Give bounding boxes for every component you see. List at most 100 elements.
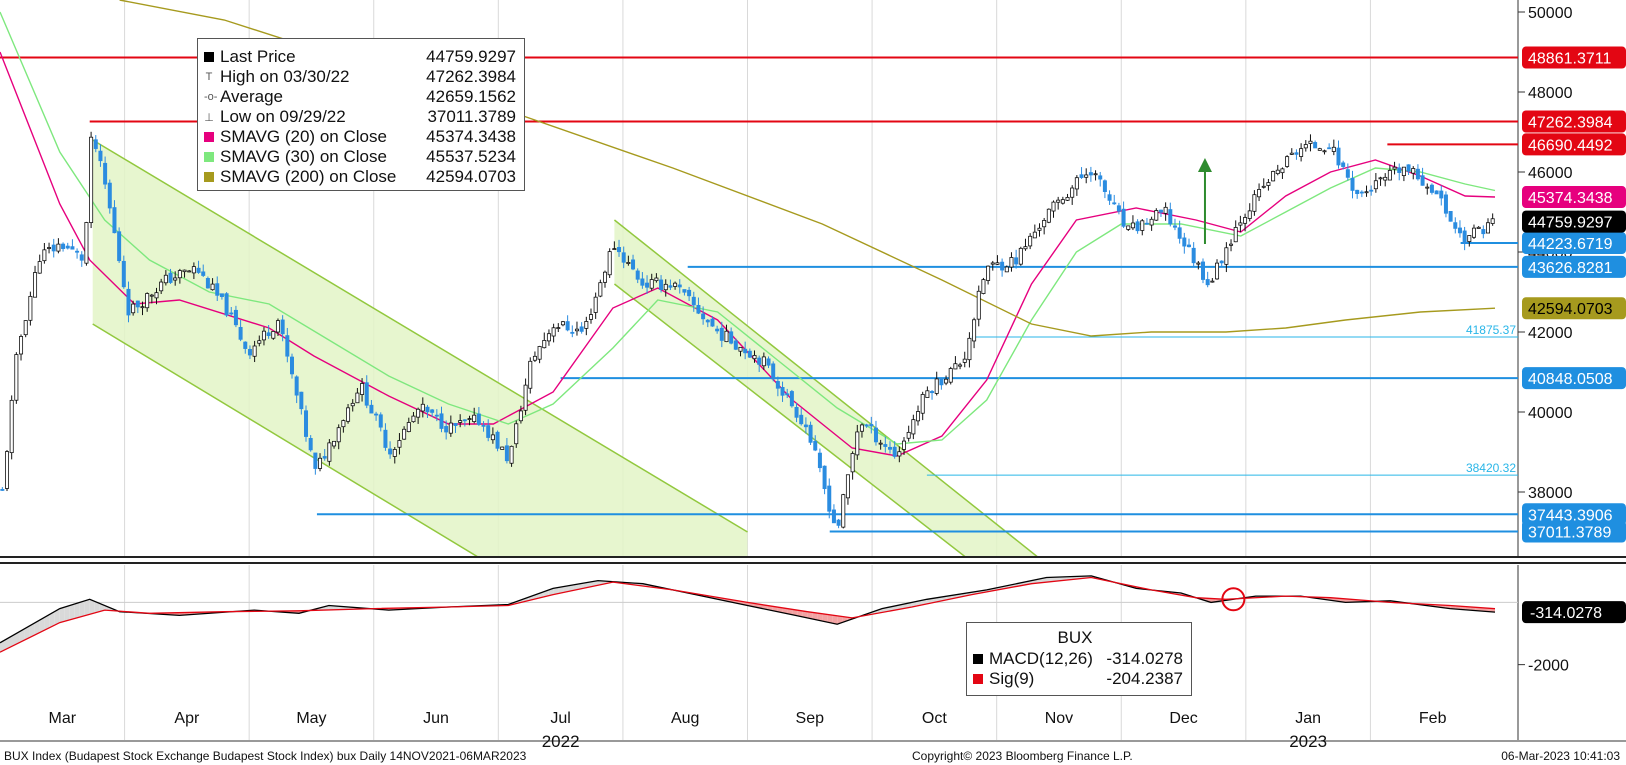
macd-legend-row: MACD(12,26) -314.0278 (967, 649, 1183, 669)
macd-fill (588, 581, 593, 588)
candle-body (887, 446, 892, 450)
candle-body (51, 244, 56, 252)
candle-body (1112, 202, 1117, 205)
legend-swatch (204, 132, 214, 142)
candle-body (112, 207, 117, 234)
candle-body (892, 446, 897, 457)
candle-body (1088, 172, 1093, 176)
channel-upper-line (613, 219, 1038, 556)
candle-body (182, 269, 187, 273)
candle-body (1299, 148, 1304, 157)
candle-body (75, 250, 80, 253)
candle-body (472, 414, 477, 423)
candle-body (944, 378, 949, 384)
macd-fill (328, 605, 334, 610)
candle-body (794, 406, 799, 418)
candle-body (369, 404, 374, 414)
candle-body (1046, 208, 1051, 223)
macd-fill (59, 607, 65, 623)
candle-body (850, 453, 855, 473)
legend-marker-icon: -o- (204, 91, 218, 103)
candle-body (98, 150, 103, 162)
candle-body (1322, 150, 1327, 153)
candle-body (1215, 262, 1220, 280)
level-inline-label: 41875.37 (1466, 323, 1516, 337)
legend-value: 44759.9297 (426, 47, 516, 66)
candle-body (1257, 189, 1262, 198)
candle-body (1093, 173, 1098, 176)
trend-channel (92, 140, 748, 556)
candle-body (1107, 194, 1112, 201)
legend-value: 42659.1562 (426, 87, 516, 106)
candle-body (346, 407, 351, 422)
level-tag-bg (1522, 232, 1626, 255)
macd-fill (832, 615, 838, 625)
candle-body (1201, 261, 1206, 280)
candle-body (1462, 230, 1467, 244)
level-tag: 37443.3906 (1528, 507, 1613, 524)
macd-fill (15, 631, 20, 645)
candle-body (579, 326, 584, 332)
legend-value: 42594.0703 (426, 167, 516, 186)
candle-body (640, 278, 645, 286)
candle-body (47, 247, 52, 249)
macd-fill (44, 614, 50, 630)
macd-fill (29, 622, 35, 638)
candle-body (229, 312, 234, 315)
candle-body (238, 326, 243, 340)
macd-legend-row: Sig(9) -204.2387 (967, 669, 1183, 689)
candle-body (439, 413, 444, 429)
candle-body (1481, 229, 1486, 235)
candle-body (1243, 217, 1248, 224)
candle-body (719, 327, 724, 341)
macd-fill (792, 609, 798, 616)
candle-body (537, 346, 542, 360)
candle-body (247, 348, 252, 356)
footer-copyright: Copyright© 2023 Bloomberg Finance L.P. (912, 749, 1133, 763)
candle-body (967, 337, 972, 361)
candle-body (1289, 152, 1294, 155)
candle-body (626, 262, 631, 264)
macd-fill (558, 586, 564, 594)
candle-body (1140, 220, 1145, 231)
candle-body (416, 408, 421, 418)
candle-body (673, 282, 678, 287)
x-tick-label: Jun (423, 710, 449, 727)
candle-body (1229, 243, 1234, 246)
candle-body (201, 271, 206, 276)
candle-body (1238, 222, 1243, 226)
candle-body (981, 279, 986, 294)
candle-body (1158, 209, 1163, 213)
legend-swatch (204, 152, 214, 162)
candle-body (1196, 262, 1201, 265)
candle-body (481, 424, 486, 427)
candle-body (383, 429, 388, 448)
candle-body (187, 270, 192, 273)
candle-body (701, 313, 706, 320)
candle-body (1387, 170, 1392, 181)
candle-body (799, 414, 804, 425)
candle-body (883, 444, 888, 447)
candle-body (570, 331, 575, 334)
candle-body (89, 136, 94, 223)
candle-body (902, 440, 907, 450)
x-tick-label: Oct (922, 710, 947, 727)
macd-fill (34, 620, 40, 635)
x-tick-label: Apr (174, 710, 200, 727)
candle-body (14, 354, 19, 401)
candle-body (1406, 164, 1411, 172)
candle-body (1439, 190, 1444, 199)
candle-body (1485, 222, 1490, 234)
y-tick-label: 46000 (1528, 165, 1573, 182)
candle-body (308, 438, 313, 451)
y-tick-label: 40000 (1528, 405, 1573, 422)
macd-fill (333, 605, 339, 610)
candle-body (1074, 177, 1079, 190)
level-inline-label: 38420.32 (1466, 461, 1516, 475)
x-tick-label: Aug (671, 710, 699, 727)
macd-fill (94, 601, 100, 613)
candle-body (878, 442, 883, 445)
moving-average-line (0, 11, 1496, 445)
macd-fill (79, 600, 85, 618)
